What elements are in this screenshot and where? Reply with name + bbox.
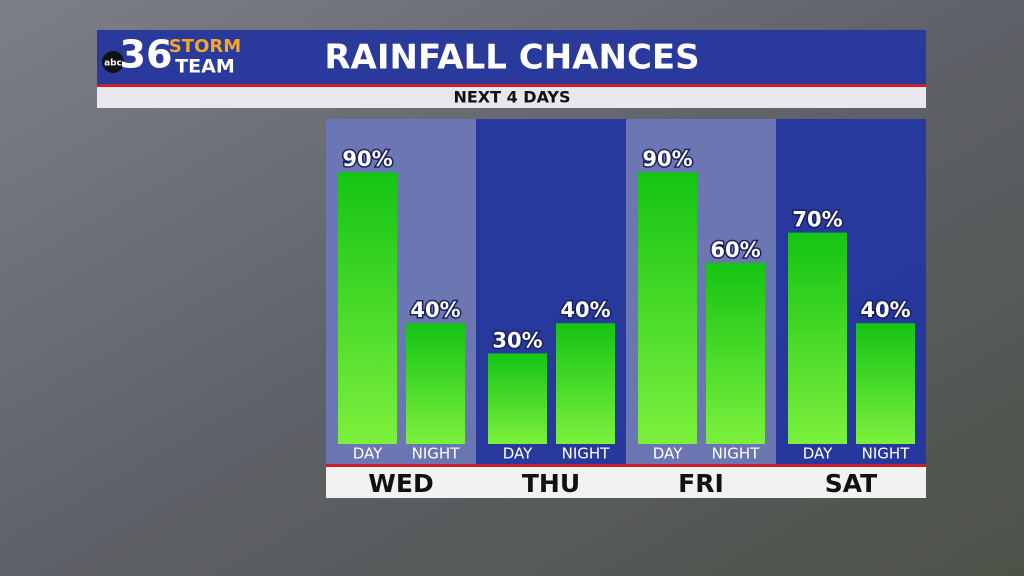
x-tick-label: THU — [522, 469, 580, 498]
series-label: NIGHT — [562, 445, 611, 463]
category-cell — [626, 467, 776, 498]
header-bar — [97, 30, 926, 85]
value-label: 30% — [492, 328, 542, 352]
value-label: 90% — [342, 147, 392, 171]
category-cell — [476, 467, 626, 498]
value-label: 40% — [860, 298, 910, 322]
value-label: 40% — [410, 298, 460, 322]
series-label: DAY — [653, 445, 683, 463]
logo-number: 36 — [120, 33, 173, 77]
series-label: NIGHT — [712, 445, 761, 463]
logo-circle — [102, 51, 124, 73]
bar — [406, 323, 465, 444]
series-label: NIGHT — [412, 445, 461, 463]
bar — [638, 172, 697, 444]
bar — [856, 323, 915, 444]
series-label: DAY — [353, 445, 383, 463]
category-cell — [776, 467, 926, 498]
bar — [706, 262, 765, 444]
value-label: 60% — [710, 238, 760, 262]
logo-network: abc — [104, 59, 122, 69]
bar — [338, 172, 397, 444]
series-label: DAY — [803, 445, 833, 463]
bar — [556, 323, 615, 444]
x-tick-label: WED — [368, 469, 433, 498]
subtitle-strip — [97, 87, 926, 108]
logo-line1: STORM — [169, 36, 241, 57]
logo-line2: TEAM — [175, 56, 235, 78]
bar — [788, 232, 847, 444]
value-label: 90% — [642, 147, 692, 171]
category-cell — [326, 467, 476, 498]
bar — [488, 353, 547, 444]
value-label: 70% — [792, 208, 842, 232]
x-tick-label: SAT — [825, 469, 877, 498]
x-tick-label: FRI — [678, 469, 724, 498]
chart-subtitle: NEXT 4 DAYS — [453, 88, 570, 107]
series-label: NIGHT — [862, 445, 911, 463]
chart-title: RAINFALL CHANCES — [324, 38, 699, 78]
series-label: DAY — [503, 445, 533, 463]
baseline-rule — [326, 464, 926, 467]
value-label: 40% — [560, 298, 610, 322]
header-rule — [97, 84, 926, 87]
